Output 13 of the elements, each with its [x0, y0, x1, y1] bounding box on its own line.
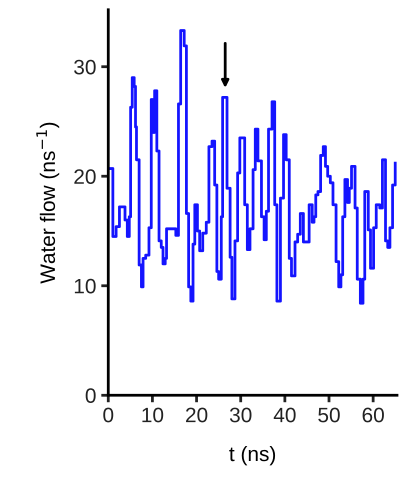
- y-tick-label: 20: [74, 169, 96, 184]
- y-tick-label: 30: [74, 60, 96, 74]
- x-tick-label: 40: [274, 408, 296, 422]
- y-tick-label: 10: [74, 278, 96, 294]
- x-tick-label: 50: [318, 408, 340, 422]
- y-axis-title: Water flow (ns$^{−1}$): [36, 122, 60, 284]
- x-axis-title: t (ns): [229, 446, 276, 466]
- x-tick-label: 10: [142, 408, 164, 422]
- x-tick-label: 30: [230, 408, 252, 422]
- x-tick-label: 20: [186, 408, 208, 422]
- y-tick-label: 0: [86, 388, 96, 404]
- x-tick-label: 60: [362, 408, 384, 422]
- x-tick-label: 0: [103, 408, 114, 422]
